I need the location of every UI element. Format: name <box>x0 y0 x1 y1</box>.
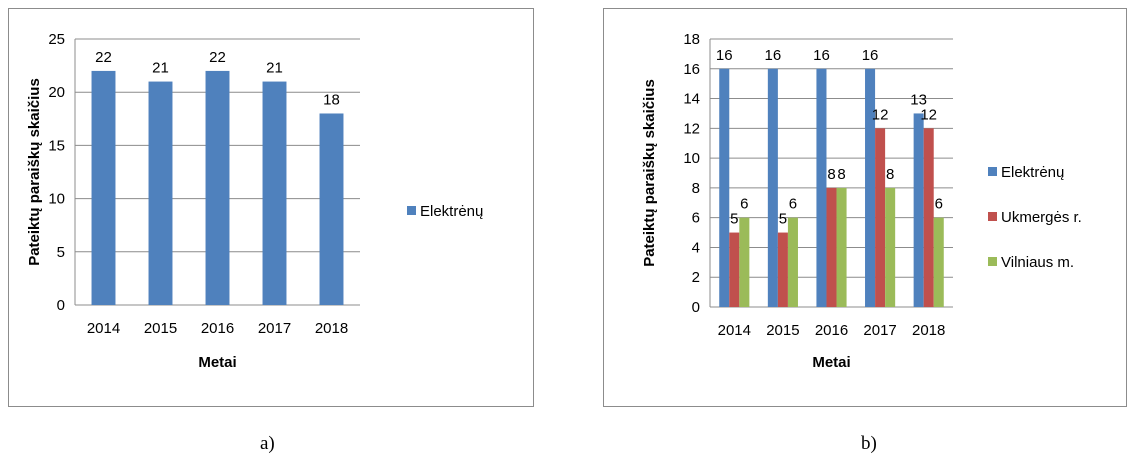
chart-a: 0 5 10 15 20 25 22 2014 21 2015 22 2016 21 2017 18 2018… <box>26 31 483 371</box>
y-tick-label: 10 <box>48 191 65 208</box>
bar <box>865 68 876 308</box>
data-label: 6 <box>740 196 748 213</box>
y-tick-label: 6 <box>692 210 700 227</box>
bar <box>913 113 924 307</box>
data-label: 21 <box>266 60 283 77</box>
bar <box>729 232 740 307</box>
bar <box>767 68 778 308</box>
legend-swatch <box>407 206 416 215</box>
x-tick-label: 2016 <box>201 320 234 337</box>
data-label: 22 <box>95 49 112 66</box>
legend-label: Vilniaus m. <box>1001 254 1074 271</box>
chart-b-frame: 0 2 4 6 8 10 12 14 16 18 16 5 6 2014 16 5 6 2015 16 8 8 2016 1… <box>603 8 1127 407</box>
x-axis-title: Metai <box>812 354 850 371</box>
bar <box>148 81 173 305</box>
data-label: 6 <box>935 196 943 213</box>
y-tick-label: 4 <box>692 239 700 256</box>
data-label: 5 <box>779 211 787 228</box>
x-tick-label: 2018 <box>315 320 348 337</box>
x-tick-label: 2014 <box>87 320 120 337</box>
data-label: 6 <box>789 196 797 213</box>
legend-swatch <box>988 167 997 176</box>
data-label: 16 <box>813 47 830 64</box>
data-label: 8 <box>827 166 835 183</box>
data-label: 21 <box>152 60 169 77</box>
y-tick-label: 12 <box>683 120 700 137</box>
x-tick-label: 2017 <box>863 322 896 339</box>
data-label: 13 <box>910 91 927 108</box>
y-tick-label: 10 <box>683 150 700 167</box>
y-tick-label: 20 <box>48 84 65 101</box>
bar <box>836 187 847 307</box>
y-tick-label: 8 <box>692 180 700 197</box>
y-tick-label: 25 <box>48 31 65 48</box>
y-tick-label: 16 <box>683 61 700 78</box>
bar <box>787 217 798 307</box>
bar <box>923 128 934 307</box>
data-label: 16 <box>716 47 733 64</box>
data-label: 16 <box>765 47 782 64</box>
y-tick-label: 18 <box>683 31 700 48</box>
bar <box>262 81 287 305</box>
data-label: 12 <box>872 106 889 123</box>
caption-b: b) <box>861 433 877 454</box>
legend-label: Elektrėnų <box>420 203 483 220</box>
x-tick-label: 2017 <box>258 320 291 337</box>
data-label: 8 <box>837 166 845 183</box>
x-axis-title: Metai <box>198 354 236 371</box>
y-tick-label: 2 <box>692 269 700 286</box>
data-label: 16 <box>862 47 879 64</box>
chart-a-frame: 0 5 10 15 20 25 22 2014 21 2015 22 2016 21 2017 18 2018… <box>8 8 534 407</box>
bar <box>319 113 344 305</box>
legend-label: Elektrėnų <box>1001 164 1064 181</box>
x-tick-label: 2016 <box>815 322 848 339</box>
legend-swatch <box>988 257 997 266</box>
data-label: 18 <box>323 91 340 108</box>
data-label: 8 <box>886 166 894 183</box>
caption-a: a) <box>260 433 275 454</box>
bar <box>933 217 944 307</box>
y-tick-label: 5 <box>57 244 65 261</box>
bar <box>826 187 837 307</box>
y-tick-label: 15 <box>48 137 65 154</box>
bar <box>719 68 730 308</box>
y-tick-label: 0 <box>692 299 700 316</box>
x-tick-label: 2015 <box>144 320 177 337</box>
data-label: 22 <box>209 49 226 66</box>
data-label: 12 <box>920 106 937 123</box>
x-tick-label: 2018 <box>912 322 945 339</box>
y-axis-title: Pateiktų paraiškų skaičius <box>26 78 43 266</box>
data-label: 5 <box>730 211 738 228</box>
bar <box>739 217 750 307</box>
legend-label: Ukmergės r. <box>1001 209 1082 226</box>
bar <box>885 187 896 307</box>
x-tick-label: 2014 <box>718 322 751 339</box>
legend-swatch <box>988 212 997 221</box>
bar <box>875 128 886 307</box>
bar <box>91 70 116 305</box>
bar <box>816 68 827 308</box>
y-axis-title: Pateiktų paraiškų skaičius <box>641 79 658 267</box>
y-tick-label: 0 <box>57 297 65 314</box>
bar <box>205 70 230 305</box>
x-tick-label: 2015 <box>766 322 799 339</box>
bar <box>777 232 788 307</box>
y-tick-label: 14 <box>683 91 700 108</box>
